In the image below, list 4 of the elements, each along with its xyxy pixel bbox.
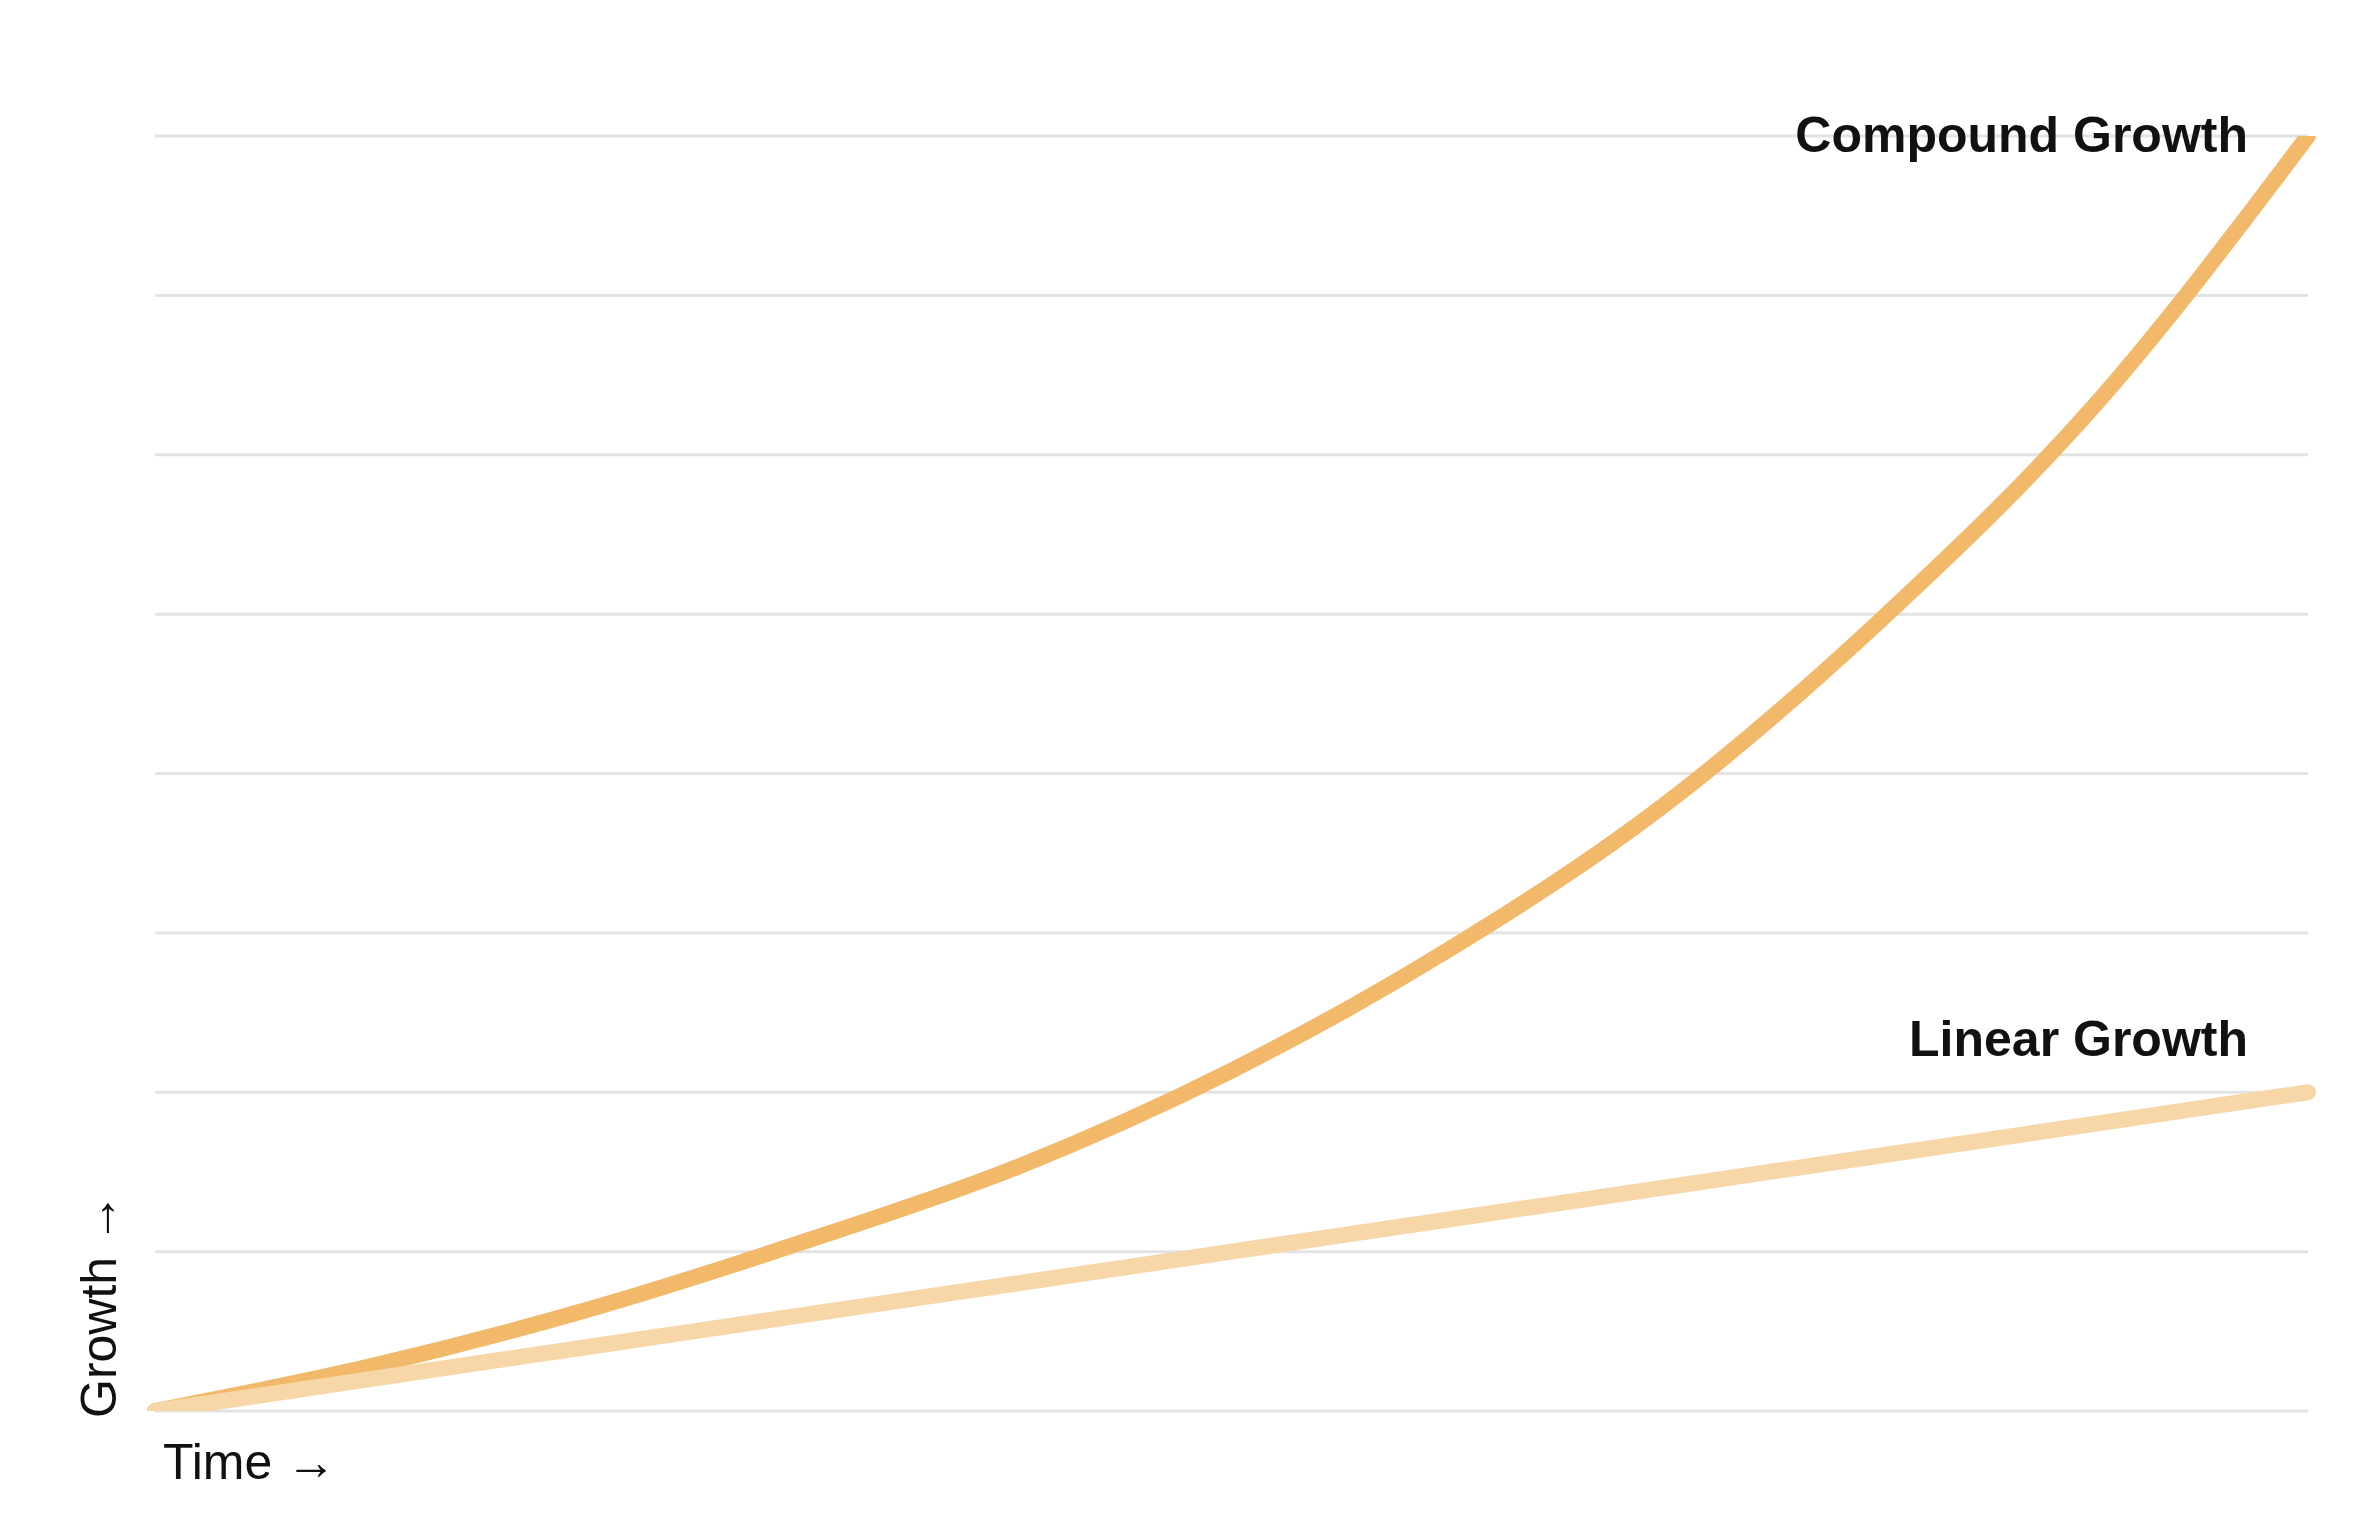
- series-label: Compound Growth: [1795, 107, 2248, 163]
- y-axis-title: Growth →: [70, 1192, 128, 1418]
- series-label: Linear Growth: [1909, 1011, 2248, 1068]
- x-axis-title: Time →: [163, 1433, 337, 1491]
